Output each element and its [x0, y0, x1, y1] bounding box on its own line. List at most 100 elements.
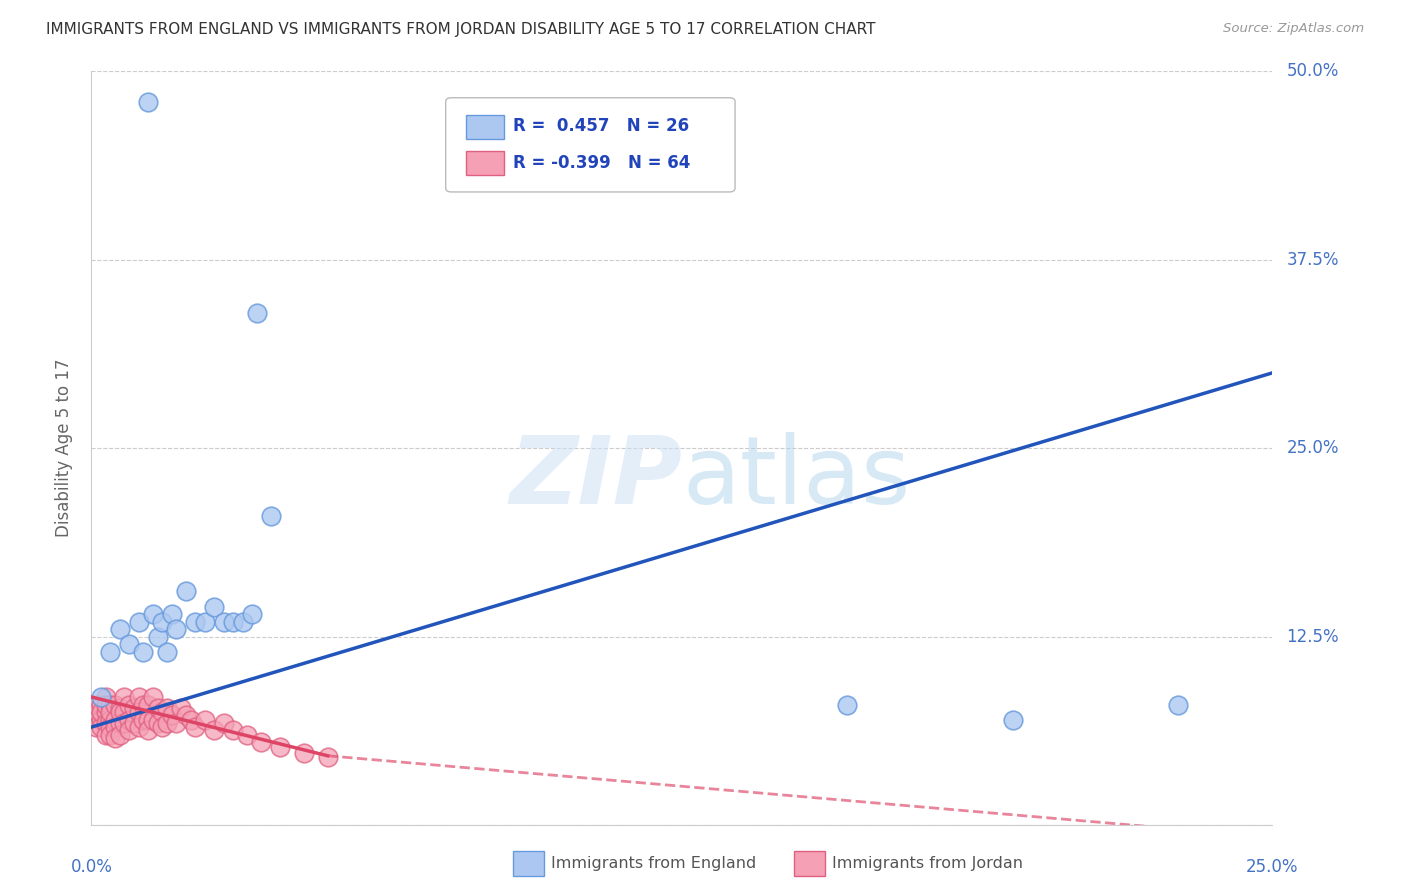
Point — [128, 690, 150, 704]
Point — [118, 723, 141, 738]
Point — [94, 698, 117, 712]
Point — [128, 720, 150, 734]
Point — [108, 700, 131, 714]
Point — [128, 705, 150, 719]
Point — [136, 698, 159, 712]
Point — [114, 715, 136, 730]
Point — [90, 690, 112, 704]
Point — [98, 713, 121, 727]
Point — [165, 622, 187, 636]
Text: 37.5%: 37.5% — [1286, 251, 1339, 268]
Point — [98, 720, 121, 734]
Point — [136, 95, 159, 109]
Point — [122, 700, 145, 714]
Point — [292, 746, 315, 760]
Point — [142, 713, 165, 727]
Point — [1167, 698, 1189, 712]
Point — [184, 720, 207, 734]
Point — [104, 731, 127, 745]
Text: 50.0%: 50.0% — [1286, 62, 1339, 80]
Point — [94, 728, 117, 742]
Point — [202, 723, 225, 738]
Point — [98, 705, 121, 719]
Text: ZIP: ZIP — [509, 433, 682, 524]
Point — [260, 509, 283, 524]
Point — [236, 728, 259, 742]
Point — [150, 615, 173, 629]
Point — [108, 622, 131, 636]
Point — [108, 715, 131, 730]
Text: R = -0.399   N = 64: R = -0.399 N = 64 — [513, 153, 690, 171]
Point — [90, 713, 112, 727]
Point — [118, 713, 141, 727]
Y-axis label: Disability Age 5 to 17: Disability Age 5 to 17 — [55, 359, 73, 538]
Point — [142, 690, 165, 704]
Point — [122, 715, 145, 730]
Text: 12.5%: 12.5% — [1286, 628, 1340, 646]
Point — [146, 630, 169, 644]
Bar — [465, 115, 503, 139]
Point — [156, 715, 179, 730]
Point — [136, 723, 159, 738]
Point — [170, 700, 193, 714]
Point — [118, 637, 141, 651]
Point — [108, 728, 131, 742]
Point — [132, 713, 155, 727]
Point — [104, 720, 127, 734]
Point — [222, 615, 245, 629]
Point — [222, 723, 245, 738]
Text: atlas: atlas — [682, 433, 910, 524]
Point — [316, 750, 339, 764]
Text: Source: ZipAtlas.com: Source: ZipAtlas.com — [1223, 22, 1364, 36]
Point — [118, 698, 141, 712]
Point — [98, 645, 121, 659]
Point — [104, 713, 127, 727]
Point — [146, 715, 169, 730]
Point — [212, 615, 235, 629]
Point — [202, 599, 225, 614]
Point — [212, 715, 235, 730]
Text: 25.0%: 25.0% — [1286, 439, 1339, 458]
Point — [184, 615, 207, 629]
Point — [240, 607, 263, 621]
Point — [180, 713, 202, 727]
Point — [98, 728, 121, 742]
Point — [246, 305, 269, 319]
Point — [1001, 713, 1024, 727]
Point — [94, 690, 117, 704]
Point — [269, 739, 291, 754]
Point — [156, 645, 179, 659]
Point — [94, 715, 117, 730]
Point — [84, 720, 107, 734]
Point — [136, 713, 159, 727]
Point — [146, 700, 169, 714]
Point — [150, 720, 173, 734]
Point — [84, 698, 107, 712]
Point — [104, 698, 127, 712]
Point — [156, 700, 179, 714]
Text: R =  0.457   N = 26: R = 0.457 N = 26 — [513, 118, 689, 136]
Point — [174, 708, 197, 723]
Point — [150, 705, 173, 719]
Point — [142, 607, 165, 621]
Text: Immigrants from England: Immigrants from England — [551, 856, 756, 871]
Point — [98, 698, 121, 712]
Point — [90, 720, 112, 734]
Text: 0.0%: 0.0% — [70, 858, 112, 876]
Point — [90, 705, 112, 719]
Point — [108, 705, 131, 719]
FancyBboxPatch shape — [446, 98, 735, 192]
Point — [132, 645, 155, 659]
Bar — [465, 151, 503, 175]
Text: IMMIGRANTS FROM ENGLAND VS IMMIGRANTS FROM JORDAN DISABILITY AGE 5 TO 17 CORRELA: IMMIGRANTS FROM ENGLAND VS IMMIGRANTS FR… — [46, 22, 876, 37]
Point — [90, 698, 112, 712]
Point — [250, 735, 273, 749]
Text: Immigrants from Jordan: Immigrants from Jordan — [832, 856, 1024, 871]
Point — [837, 698, 859, 712]
Point — [160, 708, 183, 723]
Point — [128, 615, 150, 629]
Point — [165, 715, 187, 730]
Point — [94, 705, 117, 719]
Point — [114, 690, 136, 704]
Point — [132, 698, 155, 712]
